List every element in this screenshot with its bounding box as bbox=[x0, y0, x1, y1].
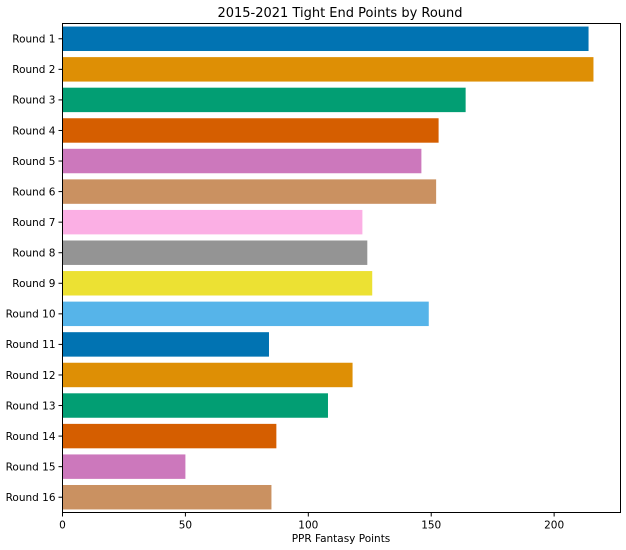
bar-round-11 bbox=[62, 332, 269, 357]
bar-round-9 bbox=[62, 271, 373, 296]
x-tick-label: 0 bbox=[59, 520, 66, 532]
y-tick-label: Round 12 bbox=[6, 370, 56, 382]
bar-round-1 bbox=[62, 26, 589, 52]
x-tick-label: 100 bbox=[298, 520, 318, 532]
bar-round-14 bbox=[62, 423, 277, 449]
x-tick-label: 150 bbox=[421, 520, 441, 532]
y-tick-label: Round 1 bbox=[12, 34, 55, 46]
y-tick-label: Round 7 bbox=[12, 217, 55, 229]
bar-round-7 bbox=[62, 209, 363, 235]
x-axis-label: PPR Fantasy Points bbox=[292, 533, 391, 545]
bar-round-12 bbox=[62, 362, 353, 388]
bar-round-15 bbox=[62, 454, 186, 479]
y-tick-label: Round 16 bbox=[6, 492, 56, 504]
x-tick-label: 50 bbox=[179, 520, 192, 532]
bar-round-4 bbox=[62, 118, 439, 143]
y-tick-label: Round 5 bbox=[12, 156, 55, 168]
bar-round-5 bbox=[62, 148, 422, 174]
bars-group bbox=[62, 26, 594, 510]
bar-round-2 bbox=[62, 57, 594, 82]
y-tick-label: Round 8 bbox=[12, 248, 55, 260]
y-tick-label: Round 15 bbox=[6, 461, 56, 473]
y-tick-label: Round 2 bbox=[12, 64, 55, 76]
bar-round-16 bbox=[62, 484, 272, 510]
y-tick-label: Round 3 bbox=[12, 95, 55, 107]
x-axis-ticks: 0 50 100 150 200 bbox=[59, 512, 564, 532]
bar-round-3 bbox=[62, 87, 466, 113]
y-tick-label: Round 9 bbox=[12, 278, 55, 290]
y-tick-label: Round 14 bbox=[6, 431, 56, 443]
bar-round-6 bbox=[62, 179, 437, 204]
y-tick-label: Round 4 bbox=[12, 125, 56, 137]
bar-round-13 bbox=[62, 393, 328, 418]
bar-round-8 bbox=[62, 240, 368, 265]
y-axis-ticks: Round 1 Round 2 Round 3 Round 4 Round 5 Round… bbox=[6, 34, 63, 504]
y-tick-label: Round 11 bbox=[6, 339, 56, 351]
chart-title: 2015-2021 Tight End Points by Round bbox=[217, 6, 462, 21]
y-tick-label: Round 13 bbox=[6, 400, 56, 412]
y-tick-label: Round 6 bbox=[12, 186, 56, 198]
plot-area-frame bbox=[62, 23, 621, 513]
y-tick-label: Round 10 bbox=[6, 309, 56, 321]
bar-round-10 bbox=[62, 301, 429, 327]
x-tick-label: 200 bbox=[544, 520, 564, 532]
